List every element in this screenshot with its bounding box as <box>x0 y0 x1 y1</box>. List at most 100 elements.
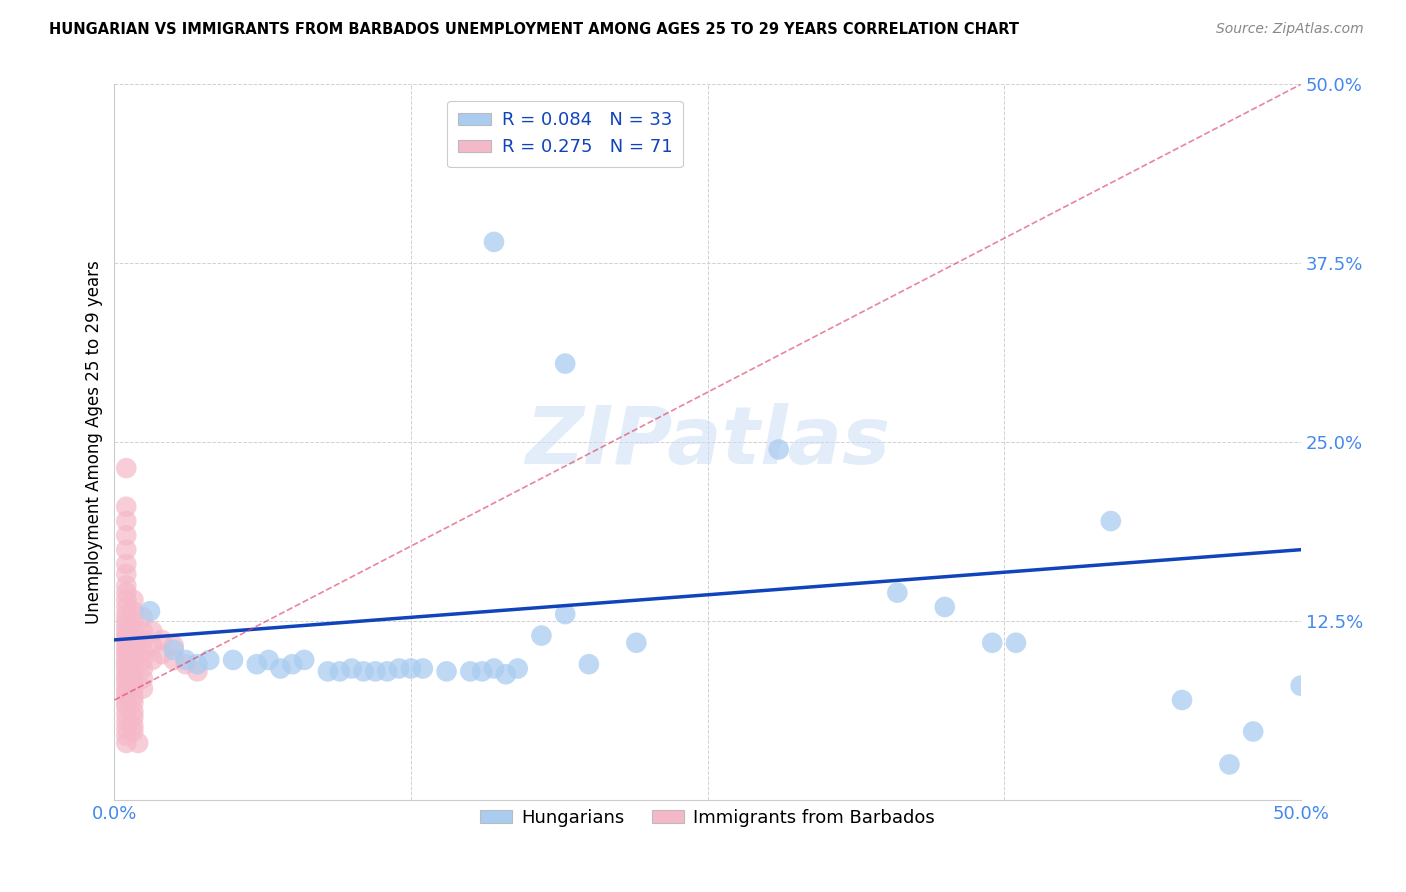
Point <box>257 653 280 667</box>
Point <box>886 585 908 599</box>
Point <box>554 357 576 371</box>
Point <box>115 661 138 675</box>
Point <box>115 567 138 582</box>
Point <box>122 632 145 647</box>
Point <box>399 661 422 675</box>
Point <box>626 636 648 650</box>
Text: ZIPatlas: ZIPatlas <box>524 403 890 482</box>
Point <box>122 676 145 690</box>
Point <box>127 736 149 750</box>
Point <box>115 624 138 639</box>
Point <box>530 629 553 643</box>
Point <box>132 643 155 657</box>
Point <box>1289 679 1312 693</box>
Point <box>412 661 434 675</box>
Point <box>934 599 956 614</box>
Point <box>375 665 398 679</box>
Point <box>122 647 145 661</box>
Point <box>132 653 155 667</box>
Text: Source: ZipAtlas.com: Source: ZipAtlas.com <box>1216 22 1364 37</box>
Point <box>115 667 138 681</box>
Point <box>115 613 138 627</box>
Point <box>1171 693 1194 707</box>
Point <box>115 643 138 657</box>
Point <box>269 661 291 675</box>
Point <box>115 736 138 750</box>
Point <box>122 592 145 607</box>
Point <box>122 724 145 739</box>
Point <box>482 661 505 675</box>
Point <box>115 690 138 705</box>
Point <box>163 639 186 653</box>
Text: HUNGARIAN VS IMMIGRANTS FROM BARBADOS UNEMPLOYMENT AMONG AGES 25 TO 29 YEARS COR: HUNGARIAN VS IMMIGRANTS FROM BARBADOS UN… <box>49 22 1019 37</box>
Point <box>115 557 138 571</box>
Point <box>115 528 138 542</box>
Point <box>115 599 138 614</box>
Point <box>132 672 155 686</box>
Point <box>222 653 245 667</box>
Point <box>115 681 138 696</box>
Point <box>115 585 138 599</box>
Point <box>316 665 339 679</box>
Point <box>141 653 163 667</box>
Point <box>198 653 221 667</box>
Y-axis label: Unemployment Among Ages 25 to 29 years: Unemployment Among Ages 25 to 29 years <box>86 260 103 624</box>
Point <box>115 639 138 653</box>
Point <box>471 665 494 679</box>
Point <box>329 665 352 679</box>
Point <box>132 632 155 647</box>
Point <box>115 653 138 667</box>
Point <box>122 710 145 724</box>
Point <box>122 639 145 653</box>
Point <box>340 661 363 675</box>
Point <box>115 607 138 621</box>
Point <box>132 624 155 639</box>
Point <box>122 681 145 696</box>
Point <box>388 661 411 675</box>
Point <box>122 705 145 719</box>
Point <box>281 657 304 672</box>
Point <box>436 665 458 679</box>
Point <box>186 657 208 672</box>
Point <box>246 657 269 672</box>
Point <box>150 632 173 647</box>
Point <box>115 629 138 643</box>
Point <box>1005 636 1028 650</box>
Point <box>115 632 138 647</box>
Point <box>115 676 138 690</box>
Point <box>495 667 517 681</box>
Point <box>122 604 145 618</box>
Point <box>115 686 138 700</box>
Point <box>554 607 576 621</box>
Point <box>122 653 145 667</box>
Point <box>174 657 197 672</box>
Point <box>122 661 145 675</box>
Point <box>132 610 155 624</box>
Point <box>458 665 481 679</box>
Point <box>115 672 138 686</box>
Point <box>364 665 387 679</box>
Point <box>132 681 155 696</box>
Point <box>122 614 145 628</box>
Point <box>353 665 375 679</box>
Point <box>141 624 163 639</box>
Point <box>115 578 138 592</box>
Point <box>163 653 186 667</box>
Point <box>482 235 505 249</box>
Point <box>115 657 138 672</box>
Point <box>115 696 138 710</box>
Point <box>115 542 138 557</box>
Point <box>115 592 138 607</box>
Point <box>115 707 138 722</box>
Point <box>115 514 138 528</box>
Point <box>139 604 162 618</box>
Point <box>506 661 529 675</box>
Point <box>115 618 138 632</box>
Point <box>981 636 1004 650</box>
Point <box>115 714 138 729</box>
Point <box>768 442 790 457</box>
Point <box>115 500 138 514</box>
Point <box>578 657 600 672</box>
Point <box>122 667 145 681</box>
Point <box>292 653 315 667</box>
